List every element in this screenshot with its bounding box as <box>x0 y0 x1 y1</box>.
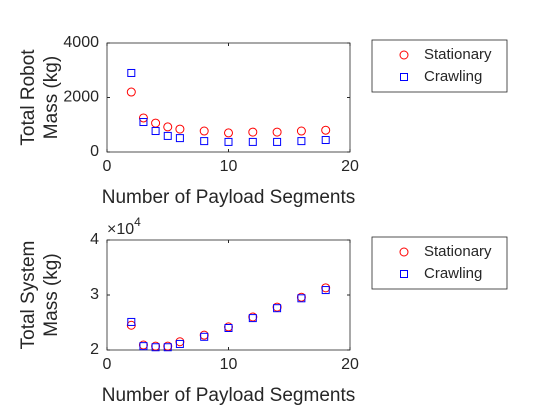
x-tick-label: 20 <box>341 356 359 373</box>
x-tick-label: 20 <box>341 158 359 175</box>
marker-circle <box>321 125 331 135</box>
y-tick-label: 2 <box>90 341 99 358</box>
y-axis-label: Total System <box>18 241 39 350</box>
marker-square <box>248 137 257 146</box>
x-tick-label: 0 <box>103 356 112 373</box>
marker-square <box>321 136 330 145</box>
marker-circle <box>399 50 409 60</box>
marker-circle <box>224 128 233 138</box>
plot-area <box>106 42 351 153</box>
marker-square <box>297 294 306 303</box>
x-tick-label: 10 <box>220 356 238 373</box>
x-axis-label: Number of Payload Segments <box>102 385 355 406</box>
y-tick-label: 3 <box>90 286 99 303</box>
y-axis-label: Mass (kg) <box>41 56 62 139</box>
marker-square <box>151 127 160 136</box>
y-tick-label: 4000 <box>63 34 99 51</box>
legend-label: Stationary <box>424 46 492 63</box>
marker-circle <box>296 126 306 136</box>
marker-square <box>200 137 209 146</box>
marker-square <box>127 317 136 326</box>
y-axis-label: Mass (kg) <box>41 253 62 336</box>
legend-label: Stationary <box>424 243 492 260</box>
marker-square <box>163 131 172 140</box>
marker-square <box>273 137 282 146</box>
marker-square <box>224 324 233 332</box>
marker-square <box>248 314 257 323</box>
x-axis-label: Number of Payload Segments <box>102 187 355 208</box>
marker-square <box>139 342 148 351</box>
legend-box <box>371 39 508 93</box>
marker-square <box>139 118 148 127</box>
marker-square <box>127 68 136 77</box>
marker-square <box>200 332 209 341</box>
marker-square <box>175 339 184 348</box>
marker-circle <box>199 126 209 136</box>
x-tick-label: 10 <box>220 158 238 175</box>
legend-label: Crawling <box>424 68 482 85</box>
marker-circle <box>399 247 409 257</box>
marker-circle <box>175 124 185 134</box>
marker-circle <box>163 122 173 132</box>
marker-circle <box>138 113 148 123</box>
marker-square <box>224 137 233 146</box>
y-tick-label: 2000 <box>63 89 99 106</box>
marker-square <box>321 286 330 295</box>
legend-label: Crawling <box>424 265 482 282</box>
marker-square <box>151 343 160 352</box>
marker-square <box>400 73 408 81</box>
plot-area <box>106 239 351 351</box>
marker-square <box>163 343 172 352</box>
marker-circle <box>272 127 282 137</box>
y-axis-label: Total Robot <box>18 49 39 146</box>
marker-square <box>273 304 282 313</box>
legend-box <box>371 236 508 290</box>
marker-square <box>175 134 184 143</box>
y-tick-label: 4 <box>90 231 99 248</box>
x-tick-label: 0 <box>103 158 112 175</box>
y-multiplier: ×104 <box>107 215 141 238</box>
y-multiplier-base: ×10 <box>107 221 134 238</box>
marker-circle <box>126 87 136 97</box>
marker-square <box>297 137 306 146</box>
y-tick-label: 0 <box>90 143 99 160</box>
y-multiplier-exponent: 4 <box>134 215 141 229</box>
marker-square <box>400 270 408 278</box>
marker-circle <box>248 127 258 137</box>
